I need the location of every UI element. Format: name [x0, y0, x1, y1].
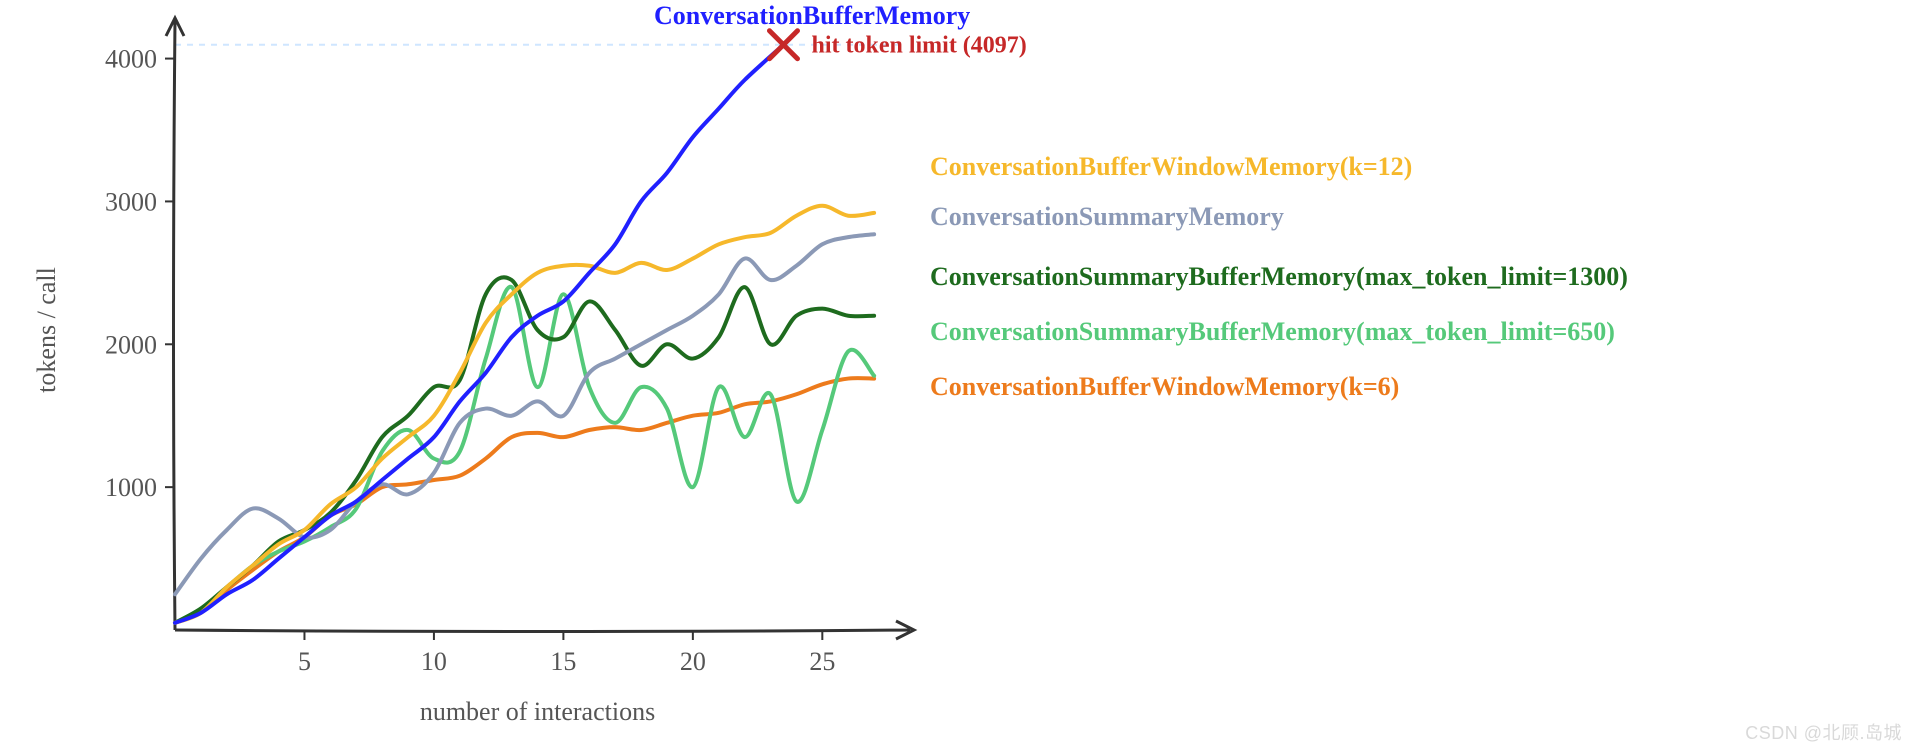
x-tick-label: 15: [550, 647, 576, 676]
y-tick-label: 4000: [105, 45, 157, 74]
series-label-summary_buffer_650: ConversationSummaryBufferMemory(max_toke…: [930, 317, 1615, 346]
y-tick-label: 2000: [105, 330, 157, 359]
series-label-summary: ConversationSummaryMemory: [930, 202, 1284, 231]
series-line-summary_buffer_650: [175, 287, 874, 623]
y-axis-title: tokens / call: [32, 267, 61, 393]
series-label-buffer: ConversationBufferMemory: [654, 1, 970, 30]
watermark: CSDN @北顾.岛城: [1745, 719, 1902, 745]
x-tick-label: 20: [680, 647, 706, 676]
series-label-window_k6: ConversationBufferWindowMemory(k=6): [930, 372, 1399, 401]
x-tick-label: 10: [421, 647, 447, 676]
x-axis: [175, 630, 910, 632]
limit-label: hit token limit (4097): [811, 33, 1026, 59]
series-line-window_k6: [175, 378, 874, 623]
series-line-window_k12: [175, 206, 874, 623]
x-tick-label: 5: [298, 647, 311, 676]
y-tick-label: 1000: [105, 473, 157, 502]
series-label-window_k12: ConversationBufferWindowMemory(k=12): [930, 152, 1412, 181]
y-tick-label: 3000: [105, 187, 157, 216]
series-label-summary_buffer_1300: ConversationSummaryBufferMemory(max_toke…: [930, 262, 1628, 291]
line-chart: 5 10 15 20 25 1000 2000 3000 4000 number of inter…: [0, 0, 1920, 755]
x-tick-label: 25: [809, 647, 835, 676]
x-axis-title: number of interactions: [420, 697, 655, 726]
chart-svg: 5 10 15 20 25 1000 2000 3000 4000 number of inter…: [0, 0, 1920, 755]
y-axis: [174, 20, 176, 630]
